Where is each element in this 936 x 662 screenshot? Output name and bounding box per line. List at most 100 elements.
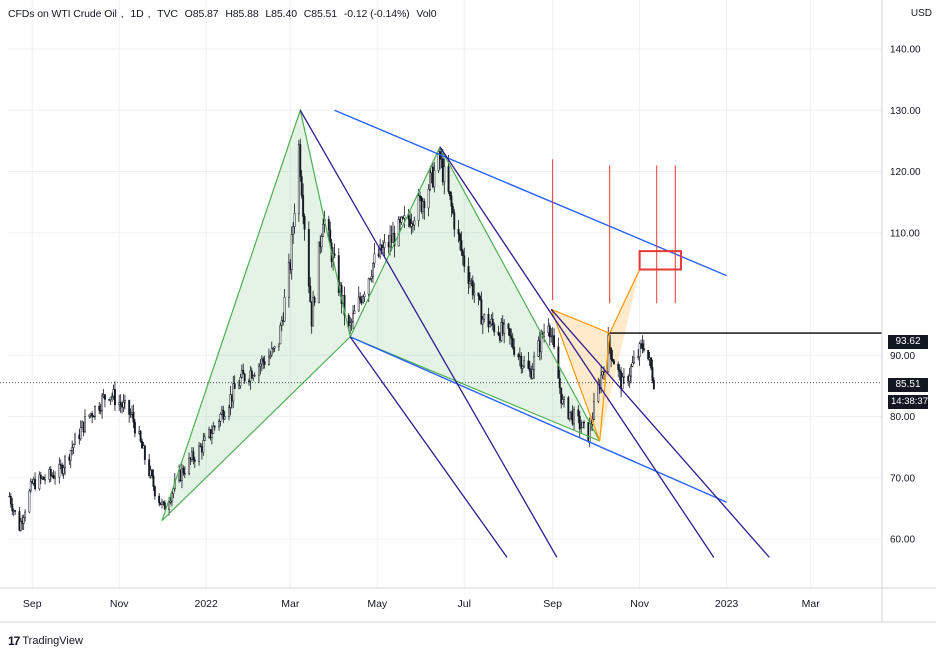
- candle-body: [182, 467, 185, 474]
- candle-body: [622, 376, 625, 378]
- candle-body: [478, 295, 481, 301]
- trend-ray: [349, 336, 508, 558]
- candle-body: [139, 431, 142, 442]
- price-tick-label: 120.00: [890, 167, 921, 178]
- candle-body: [578, 415, 581, 430]
- candle-body: [417, 195, 420, 221]
- currency-label[interactable]: USD: [910, 8, 932, 19]
- candle-body: [349, 322, 352, 326]
- candle-body: [287, 262, 290, 298]
- candle-body: [382, 247, 384, 254]
- candle-body: [632, 357, 635, 364]
- candle-body: [557, 346, 560, 379]
- candle-body: [483, 313, 486, 320]
- candle-body: [270, 348, 273, 356]
- candle-body: [488, 323, 491, 328]
- candle-body: [520, 355, 523, 369]
- candle-body: [583, 421, 585, 424]
- candle-body: [257, 365, 260, 376]
- candle-body: [317, 241, 320, 304]
- bar-countdown-tag: 14:38:37: [888, 395, 928, 409]
- candle-body: [333, 253, 336, 256]
- candle-body: [141, 440, 143, 449]
- candle-body: [54, 476, 57, 479]
- candle-body: [210, 433, 213, 438]
- low-value: L85.40: [265, 8, 297, 20]
- green-pattern-bd-line: [349, 336, 600, 442]
- candle-body: [279, 325, 282, 345]
- time-tick-label: 2022: [195, 598, 219, 610]
- candle-body: [132, 411, 135, 423]
- candle-body: [617, 363, 620, 370]
- candle-body: [307, 229, 310, 287]
- candle-body: [459, 233, 461, 241]
- channel-lower-line: [349, 336, 727, 503]
- candle-body: [409, 218, 412, 227]
- candle-body: [168, 502, 171, 510]
- candle-body: [228, 407, 230, 417]
- candle-body: [19, 520, 22, 531]
- candle-body: [631, 362, 634, 367]
- orange-pattern-outline: [550, 269, 641, 442]
- candle-body: [24, 511, 27, 518]
- candle-body: [369, 278, 372, 280]
- candle-body: [630, 366, 633, 377]
- candle-body: [98, 405, 101, 411]
- candle-body: [133, 421, 136, 434]
- candle-body: [153, 486, 156, 497]
- candle-body: [493, 324, 496, 333]
- candle-body: [272, 347, 275, 350]
- candle-body: [473, 292, 476, 296]
- candle-body: [39, 474, 42, 479]
- candle-body: [650, 357, 652, 368]
- candle-body: [302, 195, 305, 217]
- candle-body: [362, 296, 364, 303]
- candle-body: [513, 346, 516, 355]
- candle-body: [169, 500, 172, 503]
- candle-body: [383, 242, 386, 248]
- candlestick-series: [8, 138, 655, 532]
- source-label: TVC: [157, 8, 178, 20]
- candle-body: [437, 151, 440, 171]
- candle-body: [618, 369, 621, 372]
- candle-body: [433, 170, 436, 188]
- candle-body: [262, 358, 265, 362]
- price-tick-label: 140.00: [890, 45, 921, 56]
- candle-body: [528, 368, 531, 372]
- orange-pattern-fill-1: [551, 309, 610, 441]
- tradingview-logo[interactable]: 17 TradingView: [8, 634, 83, 648]
- symbol-name[interactable]: CFDs on WTI Crude Oil: [8, 8, 117, 20]
- candle-body: [49, 468, 52, 476]
- candle-body: [148, 459, 151, 476]
- candle-body: [22, 517, 25, 524]
- candle-body: [652, 380, 655, 389]
- candle-body: [222, 409, 225, 420]
- candle-body: [109, 396, 112, 400]
- candle-body: [180, 467, 183, 481]
- candle-body: [94, 405, 96, 417]
- time-tick-label: May: [367, 598, 388, 610]
- candle-body: [467, 266, 470, 284]
- candle-body: [372, 262, 374, 277]
- volume-value: Vol0: [416, 8, 437, 20]
- candle-body: [651, 367, 654, 381]
- candle-body: [558, 378, 561, 389]
- candle-body: [11, 503, 14, 512]
- time-tick-label: Mar: [281, 598, 300, 610]
- candle-body: [527, 360, 530, 369]
- candle-body: [88, 414, 91, 417]
- interval-label[interactable]: 1D: [130, 8, 144, 20]
- candle-body: [14, 510, 17, 512]
- candle-body: [469, 281, 471, 284]
- candle-body: [232, 383, 235, 402]
- candle-body: [172, 488, 175, 494]
- candle-body: [359, 296, 362, 300]
- candle-body: [429, 172, 431, 190]
- orange-pattern-ac-line: [550, 308, 610, 334]
- candle-body: [84, 416, 86, 433]
- candle-body: [313, 297, 316, 304]
- candle-body: [450, 195, 453, 207]
- candle-body: [128, 400, 131, 415]
- candle-body: [419, 195, 421, 198]
